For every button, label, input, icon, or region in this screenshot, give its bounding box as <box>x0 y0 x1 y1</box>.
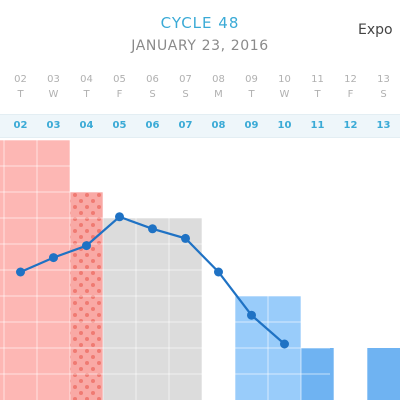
cycle-day-10[interactable]: 10 <box>277 120 292 131</box>
day-weekday: T <box>17 89 24 100</box>
cycle-date: JANUARY 23, 2016 <box>131 38 269 54</box>
day-number: 10 <box>278 74 291 85</box>
cycle-day-strip: 02 03 04 05 06 07 08 09 10 11 12 13 <box>0 114 400 138</box>
chart-temperature-point <box>247 310 256 320</box>
chart-temperature-point <box>280 339 289 349</box>
chart-temperature-point <box>115 212 124 222</box>
cycle-day-11[interactable]: 11 <box>310 120 325 131</box>
day-weekday: T <box>248 89 255 100</box>
day-weekday: W <box>48 89 59 100</box>
day-weekday: T <box>314 89 321 100</box>
calendar-day-header: 02 T 03 W 04 T 05 F 06 S 07 S 08 M 09 T 10 W 11 T 12 F 13 S <box>0 70 400 114</box>
day-number: 07 <box>179 74 192 85</box>
day-number: 11 <box>311 74 324 85</box>
day-weekday: W <box>279 89 290 100</box>
chart-bar-neutral <box>169 218 202 400</box>
cycle-day-07[interactable]: 07 <box>178 120 193 131</box>
day-number: 02 <box>14 74 27 85</box>
chart-bar-fertile <box>367 348 400 400</box>
cycle-day-06[interactable]: 06 <box>145 120 160 131</box>
day-number: 12 <box>344 74 357 85</box>
chart-bar-neutral <box>103 218 136 400</box>
chart-temperature-point <box>148 224 157 234</box>
day-number: 06 <box>146 74 159 85</box>
cycle-day-09[interactable]: 09 <box>244 120 259 131</box>
cycle-day-02[interactable]: 02 <box>13 120 28 131</box>
cycle-day-13[interactable]: 13 <box>376 120 391 131</box>
cycle-day-12[interactable]: 12 <box>343 120 358 131</box>
day-number: 03 <box>47 74 60 85</box>
chart-temperature-point <box>181 233 190 243</box>
chart-bar-neutral <box>136 218 169 400</box>
day-weekday: T <box>83 89 90 100</box>
cycle-day-04[interactable]: 04 <box>79 120 94 131</box>
cycle-day-05[interactable]: 05 <box>112 120 127 131</box>
cycle-day-03[interactable]: 03 <box>46 120 61 131</box>
day-weekday: M <box>214 89 223 100</box>
day-number: 13 <box>377 74 390 85</box>
chart-temperature-point <box>16 267 25 277</box>
chart-temperature-point <box>82 241 91 251</box>
day-weekday: S <box>149 89 156 100</box>
day-weekday: F <box>116 89 123 100</box>
cycle-day-08[interactable]: 08 <box>211 120 226 131</box>
cycle-title: CYCLE 48 <box>160 14 240 32</box>
day-number: 09 <box>245 74 258 85</box>
day-weekday: S <box>380 89 387 100</box>
day-number: 08 <box>212 74 225 85</box>
chart-temperature-point <box>214 267 223 277</box>
export-button[interactable]: Expo <box>358 22 393 38</box>
day-weekday: S <box>182 89 189 100</box>
day-number: 05 <box>113 74 126 85</box>
day-weekday: F <box>347 89 354 100</box>
day-number: 04 <box>80 74 93 85</box>
chart-temperature-point <box>49 253 58 263</box>
